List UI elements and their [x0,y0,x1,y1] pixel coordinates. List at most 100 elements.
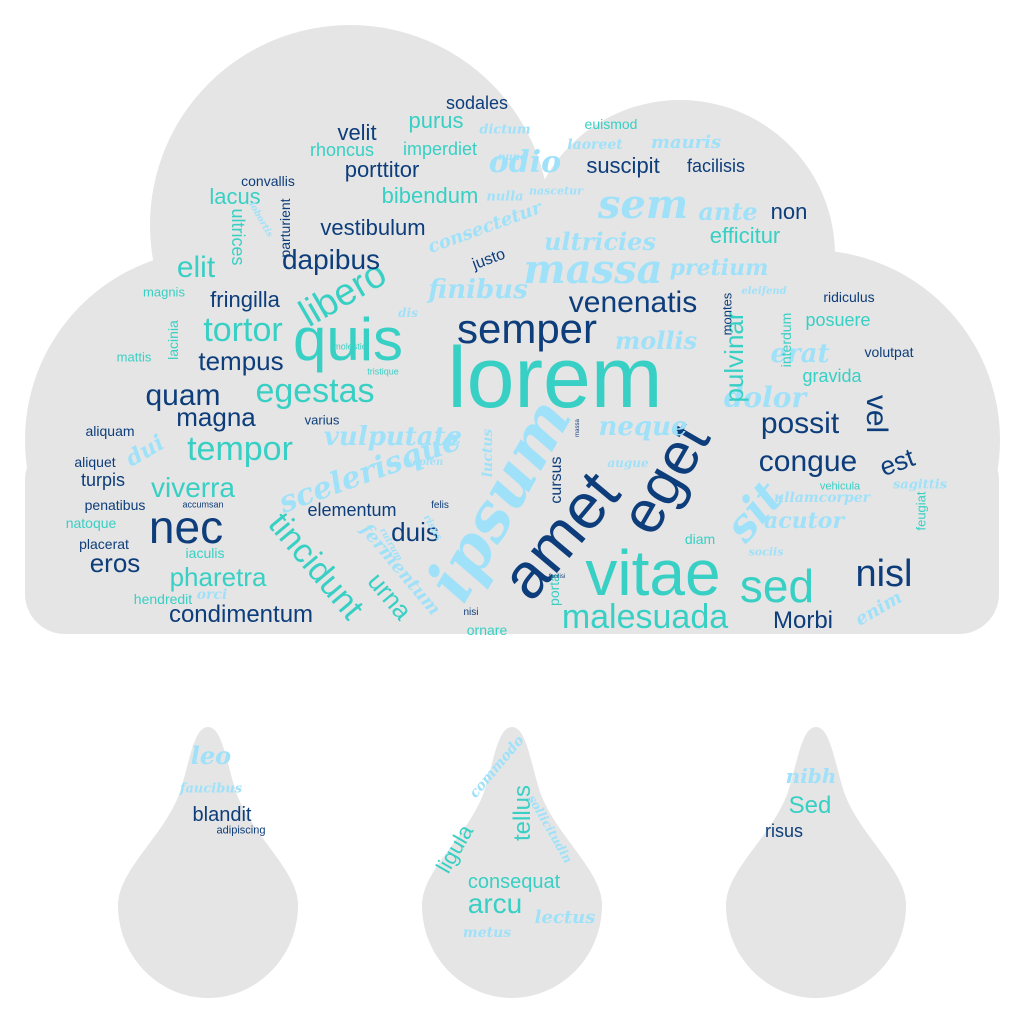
word-semper: semper [456,305,598,352]
word-vestibulum: vestibulum [320,215,426,240]
word-purus: purus [408,108,464,133]
word-egestas: egestas [255,372,375,410]
word-possit: possit [760,407,840,440]
word-mauris: mauris [650,132,722,153]
word-lorem: lorem [447,330,663,426]
word-leo: leo [190,741,232,770]
word-nec: nec [148,501,224,553]
word-sodales: sodales [445,93,509,113]
word-eleifend: eleifend [741,286,787,297]
word-euismod: euismod [584,116,638,132]
word-vel: vel [860,394,893,434]
word-aliquam: aliquam [85,423,135,439]
word-lacinia: lacinia [165,320,181,360]
word-sapien: sapien [406,457,444,468]
word-risus: risus [764,821,804,841]
word-efficitur: efficitur [709,223,781,248]
word-tellus: tellus [509,784,536,842]
word-ante: ante [698,197,758,226]
word-aliquet: aliquet [74,454,116,470]
word-quis: quis [292,306,404,373]
word-fringilla: fringilla [210,287,280,312]
word-dolor: dolor [723,381,807,414]
raindrop-center [422,727,602,998]
word-facilisi: facilisi [548,574,566,580]
word-lacus: lacus [209,184,261,209]
word-sagittis: sagittis [892,477,948,493]
word-condimentum: condimentum [168,601,314,628]
word-penatibus: penatibus [84,497,146,513]
word-accumsan: accumsan [182,499,224,510]
word-convallis: convallis [241,173,295,189]
word-nisi: nisi [463,607,479,618]
word-faucibus: faucibus [179,781,243,797]
word-nunc: nunc [498,152,526,163]
word-hendredit: hendredit [133,591,193,607]
word-varius: varius [304,412,340,428]
word-tempus: tempus [198,346,284,376]
word-iaculis: iaculis [185,545,225,561]
word-ultricies: ultricies [544,227,656,256]
word-dapibus: dapibus [281,244,381,275]
word-ridiculus: ridiculus [823,289,875,305]
word-parturient: parturient [277,198,293,258]
word-sed: Sed [788,792,832,819]
word-adipiscing: adipiscing [216,824,266,837]
word-viverra: viverra [150,472,236,503]
word-est: est [875,441,919,483]
word-blandit: blandit [192,804,252,826]
word-tortor: tortor [203,311,283,349]
word-bibendum: bibendum [381,183,479,208]
word-dictum: dictum [479,122,531,138]
word-massa: massa [575,419,581,437]
word-congue: congue [758,445,858,478]
word-ligula: ligula [430,820,479,878]
word-diam: diam [684,531,716,547]
word-interdum: interdum [778,312,794,368]
word-imperdiet: imperdiet [402,139,478,159]
word-mattis: mattis [116,349,152,365]
word-molestie: molestie [333,341,367,352]
word-sed: sed [739,560,815,612]
word-magna: magna [176,402,256,432]
word-nulla: nulla [486,189,524,205]
word-velit: velit [337,120,377,145]
word-cursus: cursus [548,456,565,504]
word-arcu: arcu [467,888,523,919]
raindrop-right [726,727,906,998]
word-duis: duis [391,517,439,547]
word-consequat: consequat [467,871,561,893]
word-vulputate: vulputate [323,422,463,452]
word-ultrices: ultrices [228,208,248,266]
word-gravida: gravida [802,366,862,386]
word-finibus: finibus [428,275,528,305]
word-augue: augue [607,456,649,470]
word-odio: odio [488,145,562,180]
word-mollis: mollis [614,326,698,355]
word-elementum: elementum [307,500,397,520]
word-eros: eros [89,548,141,578]
word-porttitor: porttitor [344,157,420,182]
word-suscipit: suscipit [586,153,660,178]
word-vitae: vitae [585,537,721,609]
word-placerat: placerat [79,536,129,552]
word-justo: justo [470,245,508,274]
word-orci: orci [196,587,228,603]
word-natoque: natoque [65,515,117,531]
word-montes: montes [719,292,735,336]
word-non: non [770,199,808,224]
word-dis: dis [398,306,418,320]
word-acutor: acutor [763,508,845,534]
word-luctus: luctus [480,428,496,478]
word-venenatis: venenatis [568,286,698,319]
word-posuere: posuere [805,310,871,330]
word-erat: erat [770,339,830,369]
word-neque: neque [598,412,688,442]
word-ornare: ornare [466,622,508,638]
word-felis: felis [431,500,449,511]
word-nibh: nibh [785,764,837,788]
word-nisl: nisl [855,553,913,595]
word-metus: metus [462,925,512,941]
